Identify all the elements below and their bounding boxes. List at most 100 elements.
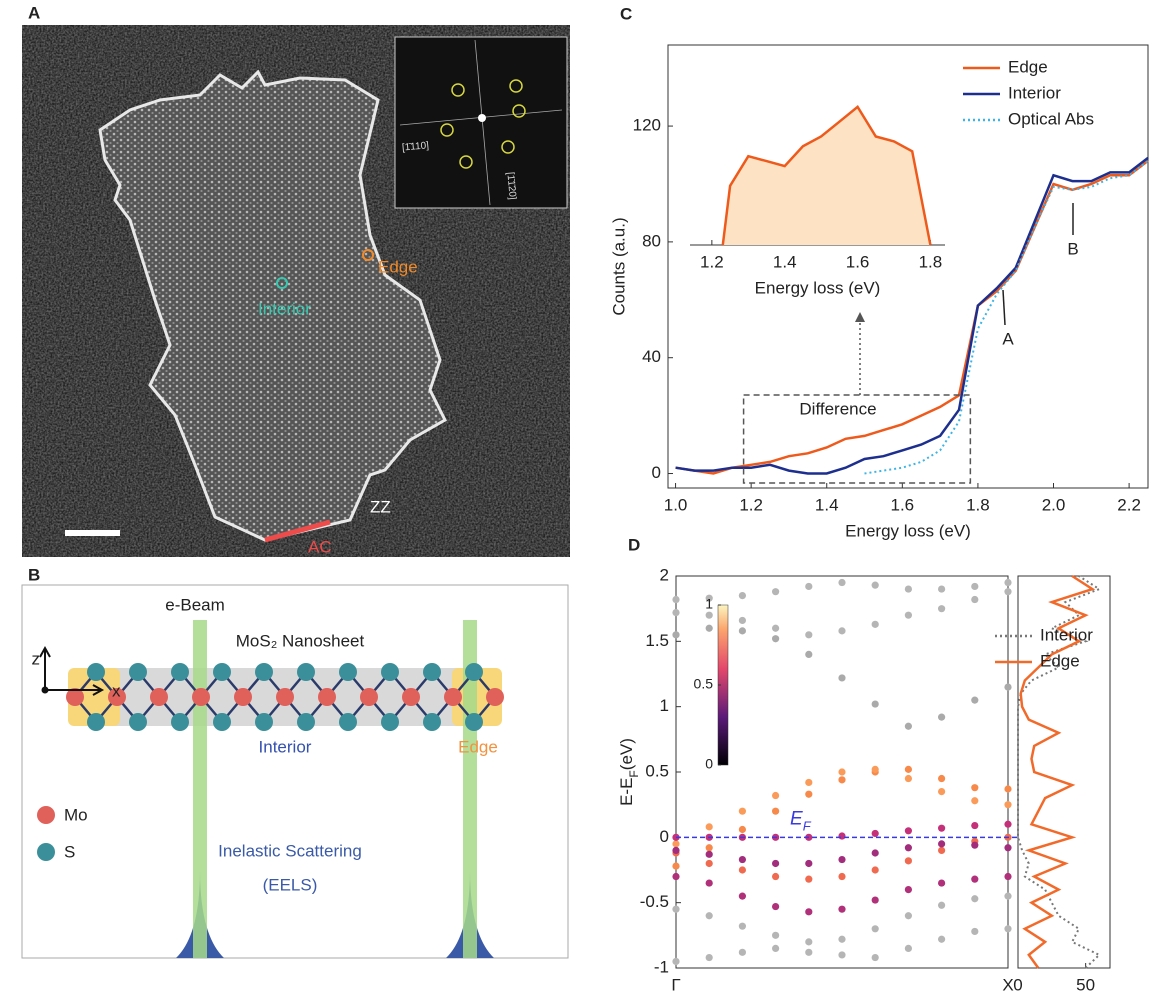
y-axis-label-part: E-E [617,778,636,806]
mo-atom [234,688,252,706]
legend-label: Edge [1008,57,1048,76]
band-point [938,714,945,721]
band-point [905,723,912,730]
band-point [838,768,845,775]
x-label: x [112,681,121,700]
mo-atom [276,688,294,706]
band-point [772,945,779,952]
band-point [971,697,978,704]
band-point [772,792,779,799]
band-point [938,902,945,909]
x-axis-label: Energy loss (eV) [845,521,971,540]
band-point [672,596,679,603]
s-atom [87,663,105,681]
band-point [971,596,978,603]
mo-atom [150,688,168,706]
band-point [872,896,879,903]
band-point [838,906,845,913]
band-point [739,592,746,599]
band-point [805,908,812,915]
x-tick-label: 1.4 [773,252,797,271]
fermi-label-part: E [790,808,803,829]
band-point [872,954,879,961]
mo-key [37,806,55,824]
band-point [971,822,978,829]
s-atom [423,713,441,731]
z-label: z [32,649,41,668]
band-point [772,903,779,910]
band-point [706,823,713,830]
x-tick-label: X [1002,975,1013,993]
eels-label: (EELS) [263,875,318,894]
band-point [706,879,713,886]
colorbar-tick-label: 1 [705,596,713,612]
band-point [838,832,845,839]
edge-label: Edge [378,257,418,276]
s-atom [339,663,357,681]
band-point [938,788,945,795]
y-tick-label: 2 [660,565,669,584]
band-point [971,928,978,935]
band-point [805,651,812,658]
band-point [772,860,779,867]
band-point [672,840,679,847]
band-point [772,588,779,595]
s-atom [381,713,399,731]
band-point [838,674,845,681]
s-atom [339,713,357,731]
x-tick-label: 1.6 [891,495,915,514]
mo-atom [444,688,462,706]
band-point [838,873,845,880]
y-tick-label: 0 [652,463,661,482]
band-point [1004,785,1011,792]
band-point [905,612,912,619]
band-point [772,932,779,939]
s-atom [297,713,315,731]
band-point [805,631,812,638]
band-point [938,775,945,782]
page: A Edge Interior ZZ AC [1̄110] [1̄1̄20] B… [0,0,1154,998]
legend-label: Interior [1040,625,1093,644]
band-point [905,585,912,592]
annotation: B [1067,239,1078,258]
scattering-label: Inelastic Scattering [218,841,362,860]
s-atom [171,663,189,681]
y-axis-label: E-EF(eV) [617,738,641,806]
mo-atom [192,688,210,706]
band-point [938,585,945,592]
colorbar-tick-label: 0 [705,756,713,772]
band-point [1004,893,1011,900]
band-point [1004,579,1011,586]
y-tick-label: 0.5 [645,761,669,780]
band-point [938,847,945,854]
panel-letter: D [628,535,640,554]
scale-bar [65,530,120,536]
band-point [905,886,912,893]
edge-label: Edge [458,737,498,756]
band-point [905,766,912,773]
band-point [838,627,845,634]
band-point [739,617,746,624]
charts: C1.01.21.41.61.82.02.204080120Energy los… [609,4,1148,993]
mo-atom [486,688,504,706]
s-atom [213,663,231,681]
band-point [772,625,779,632]
band-point [672,847,679,854]
band-point [872,830,879,837]
s-key [37,843,55,861]
band-point [938,825,945,832]
y-tick-label: 1 [660,696,669,715]
band-point [805,583,812,590]
mo-label: Mo [64,805,88,824]
band-point [905,844,912,851]
fermi-label-part: F [803,818,812,833]
s-label: S [64,842,75,861]
band-point [971,876,978,883]
band-point [938,879,945,886]
band-point [672,958,679,965]
band-point [971,842,978,849]
band-point [838,951,845,958]
band-point [1004,683,1011,690]
figure: A Edge Interior ZZ AC [1̄110] [1̄1̄20] B… [0,0,1154,993]
band-point [971,784,978,791]
